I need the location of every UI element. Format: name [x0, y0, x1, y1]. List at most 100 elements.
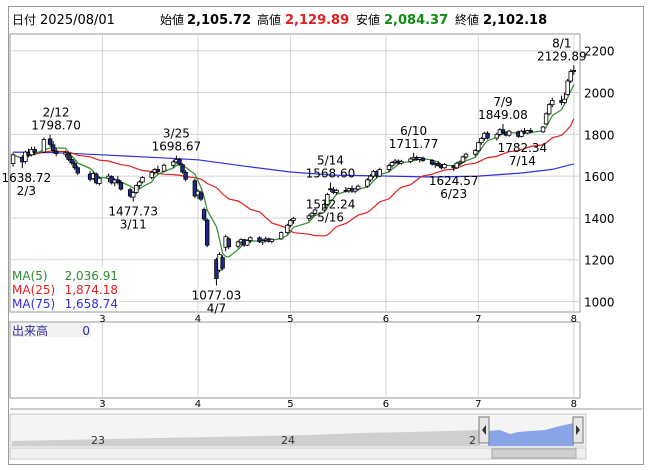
candle-body — [571, 70, 577, 72]
candle-up — [389, 161, 395, 168]
price-annotation: 1077.034/7 — [192, 288, 242, 315]
close-value: 2,102.18 — [483, 13, 547, 28]
y-tick-label: 1400 — [584, 212, 615, 226]
date-label: 日付 — [12, 13, 36, 27]
candle-up — [131, 191, 136, 202]
candle-body — [140, 176, 145, 183]
legend-ma75-name: MA(75) — [12, 297, 55, 311]
candle-body — [352, 188, 358, 192]
high-label: 高値 — [257, 12, 281, 27]
candle-up — [463, 152, 469, 160]
candle-up — [235, 240, 241, 249]
candle-up — [473, 148, 478, 157]
candle-up — [476, 141, 481, 153]
candle-up — [325, 192, 330, 206]
y-axis: 1000 1200 1400 1600 1800 2000 2200 — [584, 45, 615, 310]
candle-up — [312, 208, 318, 216]
candle-up — [543, 112, 549, 125]
low-label: 安値 — [356, 12, 380, 27]
candle-body — [288, 220, 293, 226]
candle-down — [47, 134, 53, 147]
candle-body — [285, 224, 290, 233]
candle-down — [436, 161, 441, 167]
candle-body — [75, 167, 80, 174]
candle-body — [66, 152, 71, 160]
x-tick-label: 5 — [287, 314, 293, 325]
candle-body — [201, 209, 207, 220]
volume-label: 出来高 — [12, 323, 48, 338]
candle-body — [550, 100, 555, 106]
x-tick-label: 7 — [475, 314, 481, 325]
candle-up — [562, 92, 567, 105]
candle-body — [389, 162, 395, 167]
candle-body — [528, 130, 533, 133]
price-header: 日付 2025/08/01 始値 2,105.72 高値 2,129.89 安値… — [12, 12, 547, 28]
scrollbar-thumb[interactable] — [491, 448, 577, 459]
annotation-date: 5/14 — [317, 154, 344, 168]
candle-down — [201, 207, 207, 222]
candle-up — [352, 187, 358, 194]
candle-up — [519, 129, 524, 138]
candle-down — [75, 165, 80, 176]
annotation-date: 2/12 — [43, 106, 70, 120]
price-annotation: 1782.347/14 — [498, 141, 548, 168]
chart-frame — [8, 6, 644, 465]
candle-up — [285, 223, 290, 235]
candle-down — [257, 236, 262, 244]
main-plot-border — [9, 33, 581, 313]
candle-body — [540, 126, 546, 133]
navigator-right-handle[interactable] — [572, 416, 584, 444]
candle-body — [322, 203, 327, 211]
candle-body — [328, 188, 333, 191]
candle-up — [171, 159, 176, 168]
y-tick-label: 2000 — [584, 87, 615, 101]
candle-body — [41, 139, 47, 153]
candle-body — [245, 240, 250, 246]
candle-body — [442, 164, 447, 169]
annotation-date: 6/10 — [400, 124, 427, 138]
range-navigator[interactable]: 23 24 2 — [9, 413, 587, 447]
candle-body — [565, 80, 570, 96]
candle-down — [500, 124, 506, 135]
candle-up — [494, 132, 500, 141]
candle-body — [72, 162, 77, 169]
candle-body — [291, 217, 296, 221]
candle-body — [408, 158, 413, 162]
price-annotation: 1477.733/11 — [108, 205, 158, 232]
candle-body — [248, 237, 253, 241]
scrollbar-track[interactable] — [9, 447, 587, 460]
legend-ma25-value: 1,874.18 — [65, 283, 118, 297]
y-tick-label: 2200 — [584, 45, 615, 59]
candle-down — [192, 178, 198, 199]
candle-body — [454, 162, 459, 169]
candle-body — [198, 192, 204, 200]
candle-body — [325, 194, 330, 205]
candle-up — [479, 136, 484, 145]
candle-down — [69, 156, 74, 165]
candle-down — [50, 141, 56, 154]
candle-body — [500, 129, 506, 134]
candle-body — [506, 130, 512, 136]
annotation-date: 3/11 — [120, 218, 147, 232]
candle-up — [457, 160, 463, 166]
candle-body — [463, 153, 469, 158]
annotation-price: 2129.89 — [537, 49, 587, 63]
candle-body — [118, 182, 124, 190]
annotation-date: 4/7 — [207, 301, 226, 315]
candle-up — [442, 163, 447, 169]
candle-body — [180, 164, 185, 173]
candle-body — [494, 133, 500, 139]
candle-up — [306, 214, 312, 222]
candle-down — [571, 65, 577, 75]
candle-down — [485, 131, 490, 140]
annotation-price: 1077.03 — [192, 288, 242, 302]
navigator-scrollbar[interactable] — [9, 447, 587, 460]
navigator-label-25: 2 — [469, 434, 476, 447]
annotation-date: 7/14 — [509, 154, 536, 168]
candle-body — [306, 215, 312, 219]
navigator-left-handle[interactable] — [478, 416, 490, 444]
